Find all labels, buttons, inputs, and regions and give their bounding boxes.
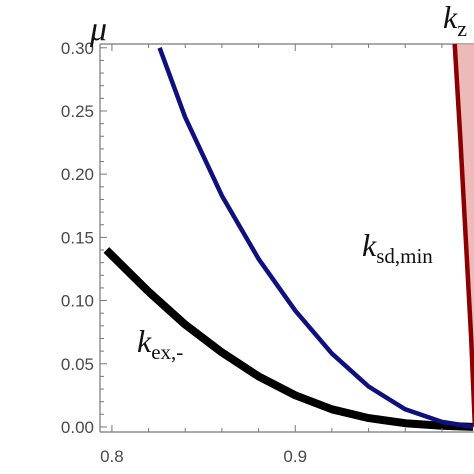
y-tick-label: 0.10: [61, 292, 94, 311]
blue-curve: [157, 47, 474, 430]
ksd-min-region: [454, 44, 474, 427]
ksd-min-curve: [452, 43, 474, 427]
series-label-ksd-min: ksd,min: [362, 227, 433, 268]
y-tick-label: 0.20: [61, 165, 94, 184]
y-tick-label: 0.15: [61, 228, 94, 247]
top-label: kz: [443, 0, 467, 41]
y-tick-label: 0.05: [61, 355, 94, 374]
series-label-kex: kex,-: [137, 323, 183, 364]
y-tick-label: 0.30: [61, 39, 94, 58]
y-tick-label: 0.25: [61, 102, 94, 121]
y-tick-label: 0.00: [61, 418, 94, 437]
axes-frame: [99, 43, 474, 433]
series-lines: [103, 43, 474, 431]
x-tick-label: 0.9: [283, 447, 307, 466]
axis-ticks: 0.00 0.05 0.10 0.15 0.20 0.25 0.30 0.8 0.9: [61, 39, 443, 466]
kex-minus-curve: [103, 247, 474, 431]
x-tick-label: 0.8: [100, 447, 124, 466]
y-axis-label: μ: [89, 11, 107, 48]
shaded-region: [454, 44, 474, 427]
